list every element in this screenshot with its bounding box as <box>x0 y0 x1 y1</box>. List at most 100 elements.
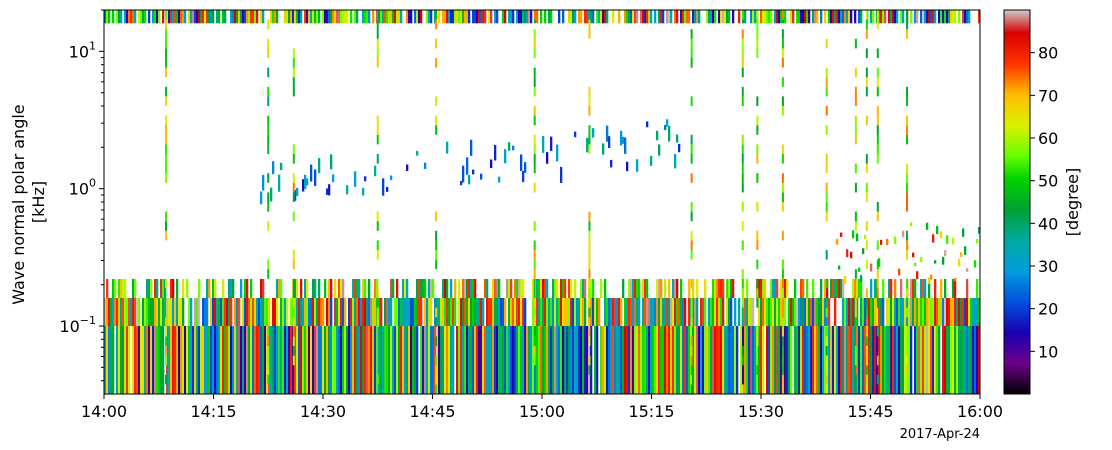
spectrogram-streak <box>825 307 828 318</box>
spectrogram-cell <box>288 326 291 394</box>
spectrogram-streak <box>906 326 908 337</box>
spectrogram-cell <box>320 298 323 327</box>
spectrogram-cell <box>508 279 511 298</box>
spectrogram-cell <box>792 298 795 327</box>
spectrogram-cell <box>222 279 225 298</box>
spectrogram-streak <box>865 29 868 39</box>
spectrogram-streak <box>825 106 828 116</box>
spectrogram-cell <box>198 279 201 298</box>
spectrogram-streak <box>741 163 744 174</box>
spectrogram-streak <box>906 230 908 241</box>
spectrogram-streak <box>292 67 295 78</box>
spectrogram-cell <box>696 279 699 298</box>
spectrogram-cell <box>618 298 621 327</box>
spectrogram-streak <box>165 96 168 106</box>
spectrogram-cell <box>790 10 793 24</box>
spectrogram-cell <box>914 298 917 327</box>
spectrogram-streak <box>876 326 879 337</box>
spectrogram-cell <box>858 326 861 394</box>
spectrogram-cell <box>466 298 469 327</box>
spectrogram-cell <box>686 326 689 394</box>
spectrogram-cell <box>372 10 375 24</box>
spectrogram-cell <box>296 187 299 196</box>
spectrogram-cell <box>242 326 245 394</box>
spectrogram-cell <box>408 326 411 394</box>
spectrogram-streak <box>690 173 693 183</box>
spectrogram-cell <box>592 298 595 327</box>
spectrogram-cell <box>490 10 493 24</box>
spectrogram-cell <box>554 326 557 394</box>
spectrogram-cell <box>558 298 561 327</box>
spectrogram-cell <box>472 279 475 298</box>
spectrogram-cell <box>646 298 649 327</box>
spectrogram-cell <box>536 279 539 298</box>
spectrogram-cell <box>448 326 451 394</box>
spectrogram-streak <box>756 288 759 298</box>
spectrogram-cell <box>766 298 769 327</box>
spectrogram-cell <box>602 143 605 155</box>
spectrogram-cell <box>928 277 931 285</box>
spectrogram-streak <box>588 288 591 298</box>
spectrogram-cell <box>762 10 765 24</box>
spectrogram-cell <box>806 326 809 394</box>
spectrogram-cell <box>354 171 357 187</box>
spectrogram-streak <box>854 211 857 222</box>
spectrogram-streak <box>865 240 868 250</box>
spectrogram-streak <box>376 374 379 385</box>
spectrogram-cell <box>118 279 121 298</box>
spectrogram-cell <box>774 10 777 24</box>
spectrogram-streak <box>781 48 784 58</box>
spectrogram-cell <box>450 10 453 24</box>
spectrogram-streak <box>533 106 536 116</box>
spectrogram-cell <box>934 298 937 327</box>
spectrogram-streak <box>165 10 168 20</box>
spectrogram-cell <box>660 279 663 298</box>
spectrogram-streak <box>588 240 591 250</box>
spectrogram-cell <box>824 298 827 327</box>
spectrogram-cell <box>712 10 715 24</box>
spectrogram-cell <box>808 298 811 327</box>
spectrogram-cell <box>166 10 169 24</box>
spectrogram-cell <box>714 326 717 394</box>
spectrogram-cell <box>518 10 521 24</box>
spectrogram-cell <box>574 131 577 138</box>
spectrogram-cell <box>222 10 225 24</box>
spectrogram-cell <box>234 326 237 394</box>
spectrogram-streak <box>876 144 879 154</box>
spectrogram-streak <box>756 326 759 337</box>
spectrogram-cell <box>858 279 861 298</box>
spectrogram-cell <box>154 326 157 394</box>
spectrogram-cell <box>206 298 209 327</box>
y-tick-label: 101 <box>69 39 96 61</box>
spectrogram-cell <box>730 298 733 327</box>
spectrogram-cell <box>744 326 747 394</box>
spectrogram-cell <box>382 326 385 394</box>
spectrogram-streak <box>267 374 270 385</box>
spectrogram-cell <box>310 298 313 327</box>
spectrogram-cell <box>260 10 263 24</box>
spectrogram-cell <box>636 10 639 24</box>
spectrogram-cell <box>898 326 901 394</box>
spectrogram-cell <box>760 279 763 298</box>
spectrogram-cell <box>886 298 889 327</box>
spectrogram-cell <box>578 10 581 24</box>
spectrogram-cell <box>694 326 697 394</box>
spectrogram-cell <box>656 279 659 298</box>
spectrogram-cell <box>836 279 839 298</box>
spectrogram-cell <box>204 326 207 394</box>
spectrogram-cell <box>496 326 499 394</box>
spectrogram-cell <box>800 298 803 327</box>
spectrogram-cell <box>650 10 653 24</box>
spectrogram-cell <box>972 326 975 394</box>
spectrogram-cell <box>888 10 891 24</box>
spectrogram-cell <box>824 279 827 298</box>
spectrogram-streak <box>435 230 438 241</box>
spectrogram-cell <box>446 141 449 154</box>
spectrogram-cell <box>320 326 323 394</box>
spectrogram-cell <box>516 10 519 24</box>
spectrogram-streak <box>865 86 868 97</box>
spectrogram-cell <box>938 298 941 327</box>
spectrogram-cell <box>388 10 391 24</box>
spectrogram-cell <box>338 326 341 394</box>
spectrogram-cell <box>494 326 497 394</box>
